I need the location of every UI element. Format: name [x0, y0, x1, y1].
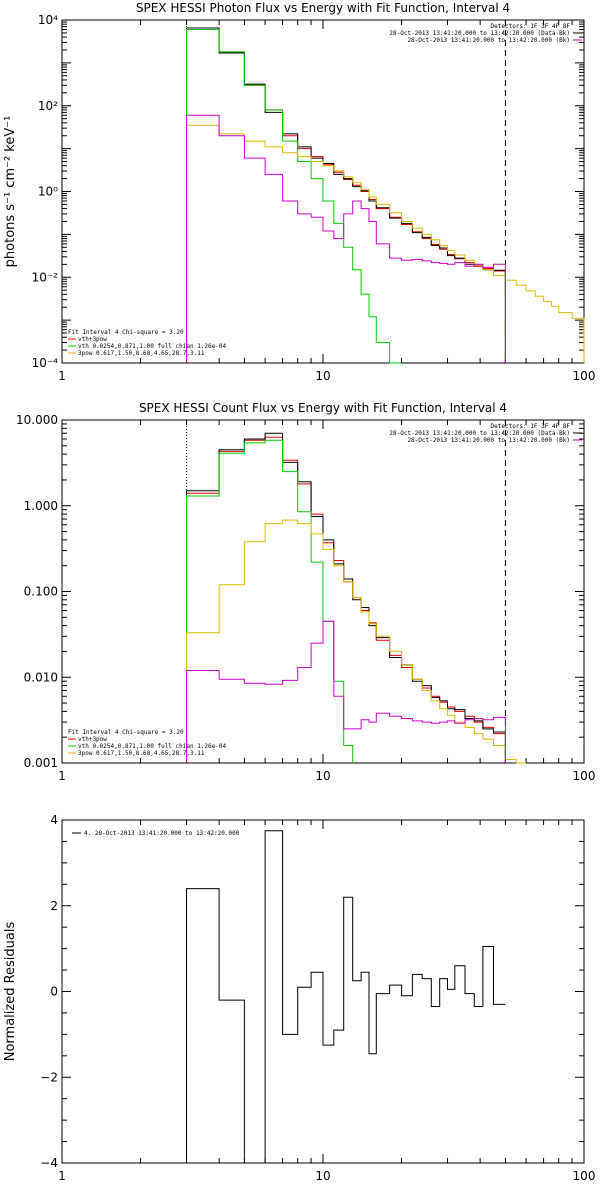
legend-entry: vth 0.0254,0.871,1.00 full chian 1.26e-0…	[78, 743, 226, 750]
legend-entry: 4. 28-Oct-2013 13:41:20.000 to 13:42:20.…	[84, 830, 240, 837]
legend-entry: Fit Interval 4 Chi-square = 3.20	[68, 729, 184, 736]
legend-entry: vth 0.0254,0.871,1.00 full chian 1.26e-0…	[78, 343, 226, 350]
histogram-step-line	[186, 114, 506, 363]
legend-entry: vth+3pow	[78, 736, 107, 743]
series-vth	[186, 439, 354, 763]
series-data-bk	[186, 27, 506, 363]
legend-entry: Fit Interval 4 Chi-square = 3.20	[68, 329, 184, 336]
histogram-step-line	[186, 620, 506, 763]
x-tick-label: 100	[573, 369, 596, 383]
y-tick-label: 0.001	[24, 756, 58, 770]
y-tick-label: 10.000	[16, 413, 58, 427]
chart-panel-3: 1 10 100 −4 −2 0 2 4 Normalized Residuals 4. 28-O…	[3, 813, 595, 1183]
legend-entry: Detectors: 1F 3F 4F 8F	[491, 23, 571, 30]
series-vth	[186, 29, 402, 364]
legend-entry: 28-Oct-2013 13:41:20.000 to 13:42:20.000…	[407, 437, 570, 444]
x-tick-label: 1	[58, 1169, 66, 1183]
series-vth-3pow	[186, 29, 506, 363]
series-data-bk	[186, 432, 506, 763]
y-tick-label: 1.000	[24, 499, 58, 513]
x-tick-label: 10	[315, 769, 330, 783]
histogram-step-line	[186, 830, 506, 1164]
y-tick-label: −4	[40, 1156, 58, 1170]
chart-panel-1: SPEX HESSI Photon Flux vs Energy with Fi…	[3, 1, 595, 383]
chart-title: SPEX HESSI Count Flux vs Energy with Fit…	[139, 401, 507, 415]
y-tick-label: 4	[50, 813, 58, 827]
y-tick-label: 10⁻⁴	[32, 356, 59, 370]
histogram-step-line	[186, 436, 506, 763]
histogram-step-line	[186, 519, 527, 764]
y-tick-label: 0.010	[24, 670, 58, 684]
y-tick-label: −2	[40, 1070, 58, 1084]
legend-entry: Detectors: 1F 3F 4F 8F	[491, 423, 571, 430]
series-residuals	[186, 830, 506, 1164]
legend-entry: 3pow 0.617,1.50,8.68,4.65,28.7,3.11	[78, 350, 205, 357]
histogram-step-line	[186, 432, 506, 763]
legend-entry: 28-Oct-2013 13:41:20.000 to 13:42:20.000…	[407, 37, 570, 44]
legend-entry: vth+3pow	[78, 336, 107, 343]
x-tick-label: 10	[315, 369, 330, 383]
y-tick-label: 10⁴	[38, 13, 58, 27]
legend-entry: 28-Oct-2013 13:41:20.000 to 13:42:20.000…	[389, 430, 570, 437]
y-tick-label: 0	[50, 985, 58, 999]
y-tick-label: 2	[50, 899, 58, 913]
legend-entry: 28-Oct-2013 13:41:20.000 to 13:42:20.000…	[389, 30, 570, 37]
series-3pow	[186, 519, 527, 764]
y-axis-label: Normalized Residuals	[3, 922, 18, 1062]
histogram-step-line	[186, 29, 506, 363]
y-tick-label: 10⁻²	[32, 270, 59, 284]
y-axis-label: photons s⁻¹ cm⁻² keV⁻¹	[3, 116, 18, 268]
x-tick-label: 100	[573, 769, 596, 783]
legend-entry: 3pow 0.617,1.50,8.68,4.65,28.7,3.11	[78, 750, 205, 757]
series-3pow	[186, 124, 585, 363]
x-tick-label: 10	[315, 1169, 330, 1183]
x-tick-label: 1	[58, 769, 66, 783]
chart-title: SPEX HESSI Photon Flux vs Energy with Fi…	[136, 1, 510, 15]
histogram-step-line	[186, 27, 506, 363]
x-tick-label: 1	[58, 369, 66, 383]
series-bk	[186, 114, 506, 363]
y-tick-label: 10⁰	[38, 185, 58, 199]
series-vth-3pow	[186, 436, 506, 763]
x-tick-label: 100	[573, 1169, 596, 1183]
y-tick-label: 0.100	[24, 585, 58, 599]
histogram-step-line	[186, 29, 402, 364]
series-bk	[186, 620, 506, 763]
y-tick-label: 10²	[38, 99, 58, 113]
chart-panel-2: SPEX HESSI Count Flux vs Energy with Fit…	[16, 401, 595, 783]
histogram-step-line	[186, 439, 354, 763]
histogram-step-line	[186, 124, 585, 363]
